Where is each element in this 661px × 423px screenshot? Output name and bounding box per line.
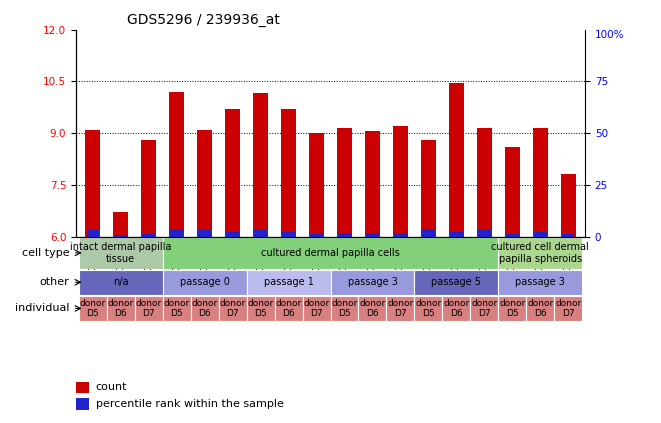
Bar (76, 382, 89, 393)
Text: passage 3: passage 3 (348, 277, 397, 287)
Bar (358, 296, 387, 321)
Bar (330, 270, 414, 295)
Text: donor
D7: donor D7 (303, 299, 330, 318)
Bar (190, 296, 219, 321)
Bar (87, 231, 99, 236)
Bar (141, 140, 157, 236)
Bar (414, 270, 498, 295)
Text: intact dermal papilla
tissue: intact dermal papilla tissue (70, 242, 171, 264)
Text: donor
D7: donor D7 (387, 299, 414, 318)
Bar (337, 128, 352, 236)
Text: percentile rank within the sample: percentile rank within the sample (96, 399, 284, 409)
Text: donor
D5: donor D5 (499, 299, 525, 318)
Bar (114, 235, 127, 236)
Bar (478, 231, 490, 236)
Bar (171, 229, 183, 236)
Bar (526, 296, 554, 321)
Text: donor
D6: donor D6 (444, 299, 469, 318)
Text: GDS5296 / 239936_at: GDS5296 / 239936_at (127, 13, 280, 27)
Text: donor
D7: donor D7 (136, 299, 162, 318)
Bar (163, 237, 498, 269)
Bar (534, 232, 547, 236)
Bar (477, 128, 492, 236)
Bar (163, 296, 190, 321)
Text: donor
D6: donor D6 (192, 299, 217, 318)
Text: passage 0: passage 0 (180, 277, 229, 287)
Bar (281, 109, 296, 236)
Text: donor
D7: donor D7 (219, 299, 246, 318)
Bar (76, 398, 89, 410)
Bar (274, 296, 303, 321)
Bar (450, 232, 463, 236)
Bar (226, 232, 239, 236)
Text: donor
D5: donor D5 (415, 299, 442, 318)
Bar (85, 129, 100, 236)
Bar (498, 296, 526, 321)
Bar (253, 93, 268, 236)
Bar (393, 126, 408, 236)
Bar (449, 83, 464, 236)
Bar (533, 128, 548, 236)
Bar (282, 232, 295, 236)
Text: donor
D7: donor D7 (471, 299, 498, 318)
Bar (197, 129, 212, 236)
Text: passage 1: passage 1 (264, 277, 313, 287)
Bar (303, 296, 330, 321)
Bar (498, 237, 582, 269)
Text: donor
D5: donor D5 (331, 299, 358, 318)
Text: donor
D6: donor D6 (527, 299, 553, 318)
Bar (310, 234, 323, 236)
Bar (247, 296, 274, 321)
Bar (247, 270, 330, 295)
Bar (471, 296, 498, 321)
Text: other: other (40, 277, 69, 287)
Bar (422, 229, 435, 236)
Bar (225, 109, 241, 236)
Bar (414, 296, 442, 321)
Bar (554, 296, 582, 321)
Bar (113, 212, 128, 236)
Text: cell type: cell type (22, 248, 69, 258)
Bar (254, 231, 267, 236)
Text: passage 3: passage 3 (516, 277, 565, 287)
Text: donor
D5: donor D5 (247, 299, 274, 318)
Bar (504, 147, 520, 236)
Bar (142, 234, 155, 236)
Bar (309, 133, 324, 236)
Text: cultured cell dermal
papilla spheroids: cultured cell dermal papilla spheroids (491, 242, 589, 264)
Bar (219, 296, 247, 321)
Bar (107, 296, 135, 321)
Text: individual: individual (15, 303, 69, 313)
Bar (338, 233, 351, 236)
Bar (79, 237, 163, 269)
Bar (366, 233, 379, 236)
Bar (330, 296, 358, 321)
Text: passage 5: passage 5 (432, 277, 481, 287)
Bar (169, 92, 184, 236)
Text: n/a: n/a (113, 277, 128, 287)
Bar (562, 234, 574, 236)
Text: 100%: 100% (595, 30, 625, 40)
Bar (420, 140, 436, 236)
Bar (163, 270, 247, 295)
Bar (135, 296, 163, 321)
Bar (394, 233, 407, 236)
Bar (79, 296, 107, 321)
Bar (365, 132, 380, 236)
Bar (387, 296, 414, 321)
Text: count: count (96, 382, 128, 393)
Bar (198, 231, 211, 236)
Text: cultured dermal papilla cells: cultured dermal papilla cells (261, 248, 400, 258)
Bar (79, 270, 163, 295)
Text: donor
D6: donor D6 (360, 299, 385, 318)
Text: donor
D6: donor D6 (276, 299, 301, 318)
Text: donor
D5: donor D5 (163, 299, 190, 318)
Text: donor
D5: donor D5 (80, 299, 106, 318)
Bar (506, 234, 519, 236)
Bar (442, 296, 471, 321)
Text: donor
D7: donor D7 (555, 299, 581, 318)
Text: donor
D6: donor D6 (108, 299, 134, 318)
Bar (498, 270, 582, 295)
Bar (561, 174, 576, 236)
